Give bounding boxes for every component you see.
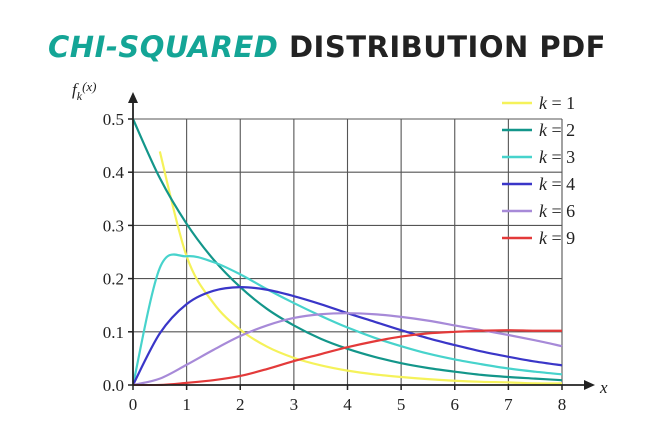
- legend-label-k-1: k = 1: [539, 93, 575, 113]
- x-tick-label-0: 0: [129, 395, 138, 414]
- grid: [133, 118, 563, 385]
- x-axis-label: x: [599, 378, 608, 397]
- y-tick-label-0: 0.0: [103, 376, 124, 395]
- x-tick-label-2: 2: [236, 395, 245, 414]
- legend-label-k-6: k = 6: [539, 201, 575, 221]
- y-axis-label: fk(x): [72, 79, 97, 103]
- x-tick-label-3: 3: [290, 395, 299, 414]
- series-line-k-2: [133, 118, 563, 382]
- series-line-k-1: [158, 151, 563, 385]
- y-tick-label-0.5: 0.5: [103, 110, 124, 129]
- legend-label-k-4: k = 4: [539, 174, 575, 194]
- x-tick-label-6: 6: [451, 395, 460, 414]
- chart-title-accent: CHI-SQUARED: [48, 30, 279, 64]
- series-layer: [133, 118, 563, 386]
- legend-label-k-3: k = 3: [539, 147, 575, 167]
- axes: [128, 92, 595, 390]
- y-tick-label-0.1: 0.1: [103, 323, 124, 342]
- legend: k = 1 k = 2 k = 3 k = 4 k = 6 k = 9: [502, 93, 575, 248]
- x-tick-label-4: 4: [343, 395, 352, 414]
- tick-labels: 0 1 2 3 4 5 6 7 8 0.0 0.1 0.2 0.3 0.4 0.5 x fk(x): [72, 79, 608, 414]
- y-tick-label-0.2: 0.2: [103, 270, 124, 289]
- x-tick-label-8: 8: [558, 395, 567, 414]
- x-tick-label-5: 5: [397, 395, 406, 414]
- legend-label-k-2: k = 2: [539, 120, 575, 140]
- chart-title-rest: DISTRIBUTION PDF: [288, 30, 606, 64]
- y-axis-arrow-icon: [128, 92, 138, 103]
- y-tick-label-0.3: 0.3: [103, 216, 124, 235]
- y-tick-label-0.4: 0.4: [103, 163, 125, 182]
- x-axis-arrow-icon: [584, 380, 595, 390]
- x-tick-label-7: 7: [504, 395, 513, 414]
- series-line-k-3: [133, 253, 563, 386]
- series-line-k-9: [133, 329, 563, 386]
- x-tick-label-1: 1: [182, 395, 191, 414]
- chart-title: CHI-SQUARED DISTRIBUTION PDF: [0, 30, 654, 64]
- legend-label-k-9: k = 9: [539, 228, 575, 248]
